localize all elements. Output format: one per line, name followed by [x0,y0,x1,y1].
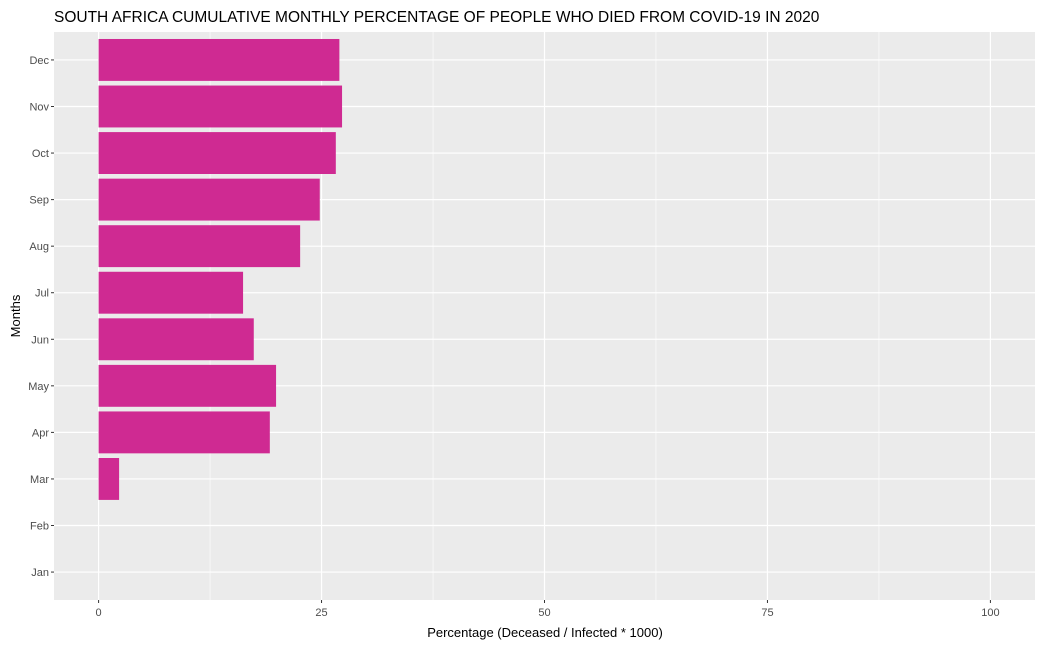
y-tick-label: Oct [32,148,49,160]
bar-nov [98,85,343,128]
bars-group [98,38,343,500]
y-axis-title: Months [8,294,23,337]
y-tick-label: Jul [35,288,49,300]
x-tick-label: 50 [538,607,550,619]
y-tick-label: Mar [30,474,49,486]
bar-dec [98,38,340,81]
y-tick-label: May [28,381,49,393]
x-axis-title: Percentage (Deceased / Infected * 1000) [427,625,663,640]
y-tick-label: Feb [30,521,49,533]
bar-aug [98,225,301,268]
bar-apr [98,411,270,454]
x-tick-label: 25 [315,607,327,619]
major-gridlines [54,32,1035,600]
chart-title: SOUTH AFRICA CUMULATIVE MONTHLY PERCENTA… [54,9,820,26]
y-tick-label: Jan [31,567,49,579]
y-axis: Jan Feb Mar Apr May Jun Jul Aug Sep Oct Nov Dec [28,55,54,579]
y-tick-label: Sep [29,195,49,207]
x-tick-label: 100 [981,607,999,619]
x-tick-label: 75 [761,607,773,619]
y-tick-label: Jun [31,334,49,346]
y-tick-label: Dec [29,55,49,67]
y-tick-label: Apr [32,427,49,439]
bar-jul [98,271,244,314]
bar-may [98,364,277,407]
y-tick-label: Aug [29,241,49,253]
bar-sep [98,178,320,221]
bar-mar [98,458,120,500]
bar-jun [98,318,254,361]
y-tick-label: Nov [29,101,49,113]
x-axis: 0 25 50 75 100 [96,600,1000,619]
x-tick-label: 0 [96,607,102,619]
bar-oct [98,132,336,174]
